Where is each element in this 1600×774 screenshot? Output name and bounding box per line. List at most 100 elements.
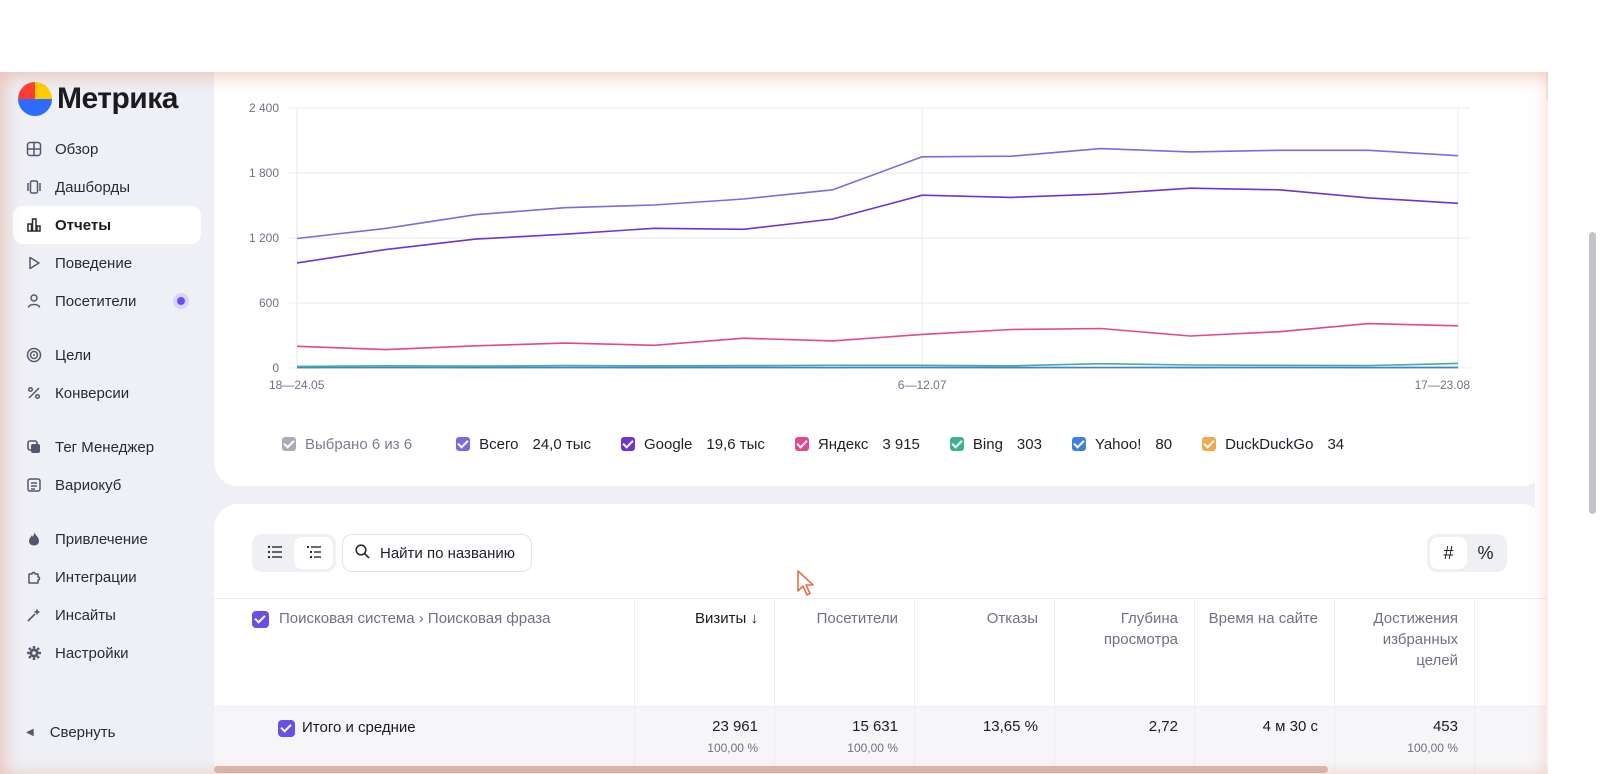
legend-checkbox[interactable]: [1202, 437, 1217, 451]
column-header-depth[interactable]: Глубина просмотра: [1054, 599, 1194, 707]
sidebar-item-label: Привлечение: [55, 530, 148, 548]
totals-visits-cell: 23 961 100,00 %: [634, 707, 774, 774]
sidebar-item-behavior[interactable]: Поведение: [13, 244, 201, 282]
legend-checkbox[interactable]: [949, 437, 964, 451]
column-header-visits[interactable]: Визиты ↓: [634, 599, 774, 707]
y-tick-label: 2 400: [249, 101, 279, 115]
chart-legend: Выбрано 6 из 6 Всего 24,0 тыс Google 19,6 ты…: [282, 434, 1374, 454]
totals-checkbox[interactable]: [278, 720, 295, 737]
line-chart[interactable]: 2 400 1 800 1 200 600 0 18—24.05 6—12.07 17—23.…: [214, 70, 1546, 416]
percent-values-button[interactable]: %: [1477, 542, 1494, 563]
sidebar-item-overview[interactable]: Обзор: [13, 130, 201, 168]
search-input[interactable]: Найти по названию: [342, 534, 532, 572]
legend-checkbox[interactable]: [621, 437, 635, 451]
totals-time-value: 4 м 30 с: [1262, 718, 1318, 735]
series-line-яндекс[interactable]: [296, 322, 1459, 351]
report-table-card: Найти по названию # % Поисковая система …: [214, 504, 1546, 774]
mouse-cursor-icon: [796, 569, 816, 602]
legend-item-всего[interactable]: Всего 24,0 тыс: [456, 436, 591, 453]
totals-depth-value: 2,72: [1148, 718, 1178, 735]
sidebar-item-conversions[interactable]: Конверсии: [13, 374, 201, 412]
series-line-всего[interactable]: [296, 147, 1459, 240]
select-all-checkbox[interactable]: [252, 611, 269, 628]
legend-select-all[interactable]: Выбрано 6 из 6: [282, 436, 426, 453]
sidebar-item-label: Инсайты: [55, 606, 116, 624]
play-icon: [25, 254, 43, 272]
legend-total: 3 915: [882, 435, 920, 453]
sidebar-item-label: Цели: [55, 346, 92, 364]
legend-checkbox[interactable]: [456, 437, 471, 451]
puzzle-icon: [25, 568, 43, 586]
totals-goals-cell: 453 100,00 %: [1334, 707, 1474, 774]
dimension-header[interactable]: Поисковая система › Поисковая фраза: [214, 599, 634, 707]
legend-total: 19,6 тыс: [706, 435, 765, 453]
flat-list-icon: [267, 545, 282, 561]
sidebar-item-visitors[interactable]: Посетители: [13, 282, 201, 320]
legend-item-google[interactable]: Google 19,6 тыс: [621, 436, 765, 453]
legend-checkbox[interactable]: [1071, 437, 1086, 451]
sidebar-item-label: Вариокуб: [55, 476, 122, 494]
y-tick-label: 1 200: [249, 231, 279, 245]
legend-item-bing[interactable]: Bing 303: [949, 435, 1042, 453]
sidebar-item-acquisition[interactable]: Привлечение: [13, 520, 201, 558]
totals-bounces-value: 13,65 %: [982, 718, 1038, 735]
legend-item-яндекс[interactable]: Яндекс 3 915: [794, 435, 920, 453]
sidebar-item-label: Отчеты: [55, 216, 112, 234]
tree-list-icon: [306, 545, 321, 561]
y-tick-label: 600: [259, 296, 279, 310]
insights-icon: [25, 606, 43, 624]
sidebar-item-label: Конверсии: [55, 384, 130, 402]
sidebar-item-label: Интеграции: [55, 568, 137, 586]
sidebar-item-settings[interactable]: Настройки: [13, 634, 201, 672]
sidebar-item-dashboards[interactable]: Дашборды: [13, 168, 201, 206]
sidebar-item-tag-manager[interactable]: Тег Менеджер: [13, 428, 201, 466]
sidebar-item-integrations[interactable]: Интеграции: [13, 558, 201, 596]
legend-label: Bing: [972, 435, 1003, 453]
metrika-logo-icon: [18, 82, 52, 116]
logo[interactable]: Метрика: [18, 80, 178, 118]
tag-manager-icon: [25, 438, 43, 456]
collapse-sidebar-button[interactable]: ◀ Свернуть: [26, 724, 116, 741]
column-header-goals[interactable]: Достижения избранных целей: [1334, 599, 1474, 707]
legend-label: Яндекс: [817, 435, 869, 453]
sidebar-item-reports[interactable]: Отчеты: [13, 206, 201, 244]
target-icon: [25, 346, 43, 364]
sidebar-item-variocube[interactable]: Вариокуб: [13, 466, 201, 504]
person-icon: [25, 292, 43, 310]
totals-label: Итого и средние: [302, 719, 416, 736]
column-header-empty: [1474, 599, 1546, 707]
absolute-values-button[interactable]: #: [1430, 537, 1467, 569]
flat-list-button[interactable]: [255, 537, 294, 569]
totals-bounces-cell: 13,65 %: [914, 707, 1054, 774]
legend-checkbox[interactable]: [794, 437, 809, 451]
column-header-visitors[interactable]: Посетители: [774, 599, 914, 707]
column-header-bounces[interactable]: Отказы: [914, 599, 1054, 707]
legend-item-duckduckgo[interactable]: DuckDuckGo 34: [1202, 436, 1344, 453]
series-line-bing[interactable]: [296, 362, 1459, 368]
sidebar-item-insights[interactable]: Инсайты: [13, 596, 201, 634]
vertical-scrollbar-thumb[interactable]: [1589, 232, 1596, 514]
horizontal-scrollbar-thumb[interactable]: [214, 766, 1328, 773]
sidebar-item-label: Настройки: [55, 644, 129, 662]
series-line-google[interactable]: [296, 187, 1459, 264]
units-toggle: # %: [1427, 534, 1507, 572]
totals-depth-cell: 2,72: [1054, 707, 1194, 774]
sidebar-item-goals[interactable]: Цели: [13, 336, 201, 374]
sidebar-nav: Обзор Дашборды Отчеты Поведение Посетите…: [13, 130, 201, 672]
legend-item-yahoo[interactable]: Yahoo! 80: [1071, 435, 1173, 453]
legend-total: 34: [1327, 435, 1345, 453]
search-icon: [355, 543, 370, 563]
sidebar: Метрика Обзор Дашборды Отчеты Поведение: [0, 72, 212, 774]
variocube-icon: [25, 476, 43, 494]
sidebar-item-label: Обзор: [55, 140, 99, 158]
column-header-time[interactable]: Время на сайте: [1194, 599, 1334, 707]
legend-label: Всего: [479, 435, 519, 453]
totals-visitors-cell: 15 631 100,00 %: [774, 707, 914, 774]
legend-total: 80: [1155, 435, 1173, 453]
legend-checkbox[interactable]: [282, 437, 296, 451]
collapse-label: Свернуть: [49, 724, 116, 741]
sidebar-item-label: Поведение: [55, 254, 133, 272]
tree-list-button[interactable]: [294, 537, 333, 569]
totals-time-cell: 4 м 30 с: [1194, 707, 1334, 774]
totals-visits-share: 100,00 %: [707, 741, 758, 755]
